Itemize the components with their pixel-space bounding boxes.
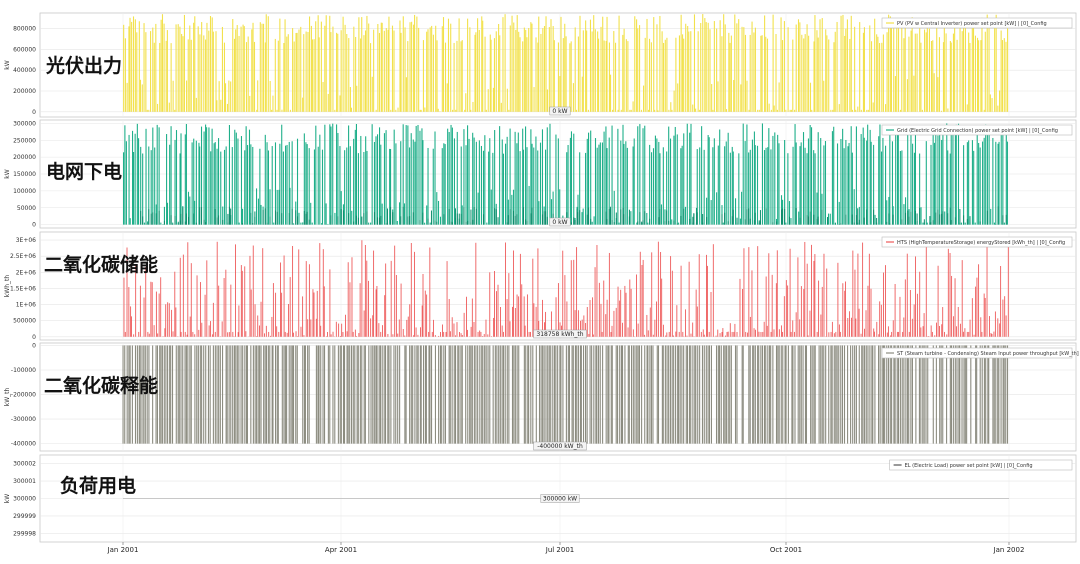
cursor-value: 0 kW xyxy=(549,217,571,227)
legend-label: PV (PV w Central Inverter) power set poi… xyxy=(897,21,1047,27)
y-axis-label: kWh_th xyxy=(4,275,11,298)
cursor-value-label: -400000 kW_th xyxy=(537,443,583,450)
legend: EL (Electric Load) power set point [kW] … xyxy=(889,459,1073,471)
panel-title: 光伏出力 xyxy=(45,54,122,77)
legend: Grid (Electric Grid Connection) power se… xyxy=(881,124,1073,136)
x-tick-label: Apr 2001 xyxy=(325,546,357,554)
legend-label: HTS (HighTemperatureStorage) energyStore… xyxy=(897,240,1065,246)
x-tick-label: Jul 2001 xyxy=(545,546,575,554)
cursor-value-label: 0 kW xyxy=(552,108,567,115)
x-axis: Jan 2001 Apr 2001 Jul 2001 Oct 2001 Jan 2002 xyxy=(107,542,1025,554)
cursor-value-label: 318758 kWh_th xyxy=(536,331,583,338)
series-marks xyxy=(122,123,1008,225)
y-axis-label: kW xyxy=(4,169,11,178)
legend-box xyxy=(881,236,1073,248)
panel-5: 300002 300001 300000 299999 299998 kW EL (Elec… xyxy=(4,454,1077,543)
legend: HTS (HighTemperatureStorage) energyStore… xyxy=(881,236,1073,248)
y-tick-label: 300001 xyxy=(13,478,36,485)
panel-3: 3E+06 2.5E+06 2E+06 1.5E+06 1E+06 500000 0 kWh_… xyxy=(4,231,1077,341)
x-tick-label: Oct 2001 xyxy=(770,546,802,554)
legend-box xyxy=(881,17,1073,29)
panel-2: 300000 250000 200000 150000 100000 50000 0 kW Gr… xyxy=(4,119,1077,229)
y-tick-label: 2E+06 xyxy=(16,269,36,276)
y-tick-label: 200000 xyxy=(13,88,36,95)
cursor-value: -400000 kW_th xyxy=(533,441,587,451)
panel-title: 负荷用电 xyxy=(60,474,136,497)
y-tick-label: 0 xyxy=(32,342,36,349)
y-tick-label: 299998 xyxy=(13,530,36,537)
legend: PV (PV w Central Inverter) power set poi… xyxy=(881,17,1073,29)
y-tick-label: 1.5E+06 xyxy=(10,285,36,292)
cursor-value-label: 300000 kW xyxy=(543,496,577,503)
y-tick-label: 600000 xyxy=(13,46,36,53)
series-marks xyxy=(123,14,1009,112)
y-tick-label: 400000 xyxy=(13,67,36,74)
y-tick-label: 2.5E+06 xyxy=(10,253,36,260)
legend-label: Grid (Electric Grid Connection) power se… xyxy=(897,128,1058,134)
cursor-value-label: 0 kW xyxy=(552,219,567,226)
y-tick-label: 300000 xyxy=(13,120,36,127)
cursor-value: 0 kW xyxy=(549,106,571,116)
cursor-value-box xyxy=(533,441,587,451)
legend-box xyxy=(881,124,1073,136)
panel-title: 二氧化碳释能 xyxy=(44,374,158,397)
y-tick-label: 50000 xyxy=(17,205,36,212)
series-marks xyxy=(122,345,1009,444)
y-tick-label: 800000 xyxy=(13,26,36,33)
cursor-value: 318758 kWh_th xyxy=(533,329,587,339)
legend-box xyxy=(881,347,1073,359)
y-tick-label: 0 xyxy=(32,222,36,229)
y-axis-label: kW xyxy=(4,60,11,69)
y-tick-label: 300002 xyxy=(13,461,36,468)
x-tick-label: Jan 2002 xyxy=(993,546,1025,554)
cursor-value-box xyxy=(533,329,587,339)
y-tick-label: -100000 xyxy=(11,367,36,374)
y-tick-label: 3E+06 xyxy=(16,237,36,244)
x-tick-label: Jan 2001 xyxy=(107,546,139,554)
y-tick-label: 200000 xyxy=(13,154,36,161)
legend-box xyxy=(889,459,1073,471)
y-axis-label: kW_th xyxy=(4,388,11,407)
y-tick-label: 299999 xyxy=(13,513,36,520)
y-tick-label: -200000 xyxy=(11,392,36,399)
y-tick-label: 0 xyxy=(32,334,36,341)
legend-label: EL (Electric Load) power set point [kW] … xyxy=(905,463,1033,469)
y-tick-label: 150000 xyxy=(13,171,36,178)
panel-title: 二氧化碳储能 xyxy=(44,253,158,276)
y-tick-label: 250000 xyxy=(13,137,36,144)
legend-label: ST (Steam turbine - Condensing) Steam In… xyxy=(897,351,1080,357)
y-axis-label: kW xyxy=(4,494,11,503)
y-tick-label: 300000 xyxy=(13,496,36,503)
panel-title: 电网下电 xyxy=(46,160,122,183)
cursor-value-box xyxy=(540,494,580,503)
y-tick-label: -300000 xyxy=(11,416,36,423)
y-tick-label: 1E+06 xyxy=(16,302,36,309)
y-tick-label: 500000 xyxy=(13,318,36,325)
panel-4: 0 -100000 -200000 -300000 -400000 kW_th ST (St… xyxy=(4,342,1080,452)
cursor-value: 300000 kW xyxy=(540,494,580,503)
y-tick-label: 100000 xyxy=(13,188,36,195)
series-marks xyxy=(123,240,1009,337)
panel-1: 800000 600000 400000 200000 0 kW PV (PV w Cent… xyxy=(4,12,1077,118)
cursor-value-box xyxy=(549,106,571,116)
y-tick-label: -400000 xyxy=(11,441,36,448)
cursor-value-box xyxy=(549,217,571,227)
y-tick-label: 0 xyxy=(32,109,36,116)
legend: ST (Steam turbine - Condensing) Steam In… xyxy=(881,347,1080,359)
